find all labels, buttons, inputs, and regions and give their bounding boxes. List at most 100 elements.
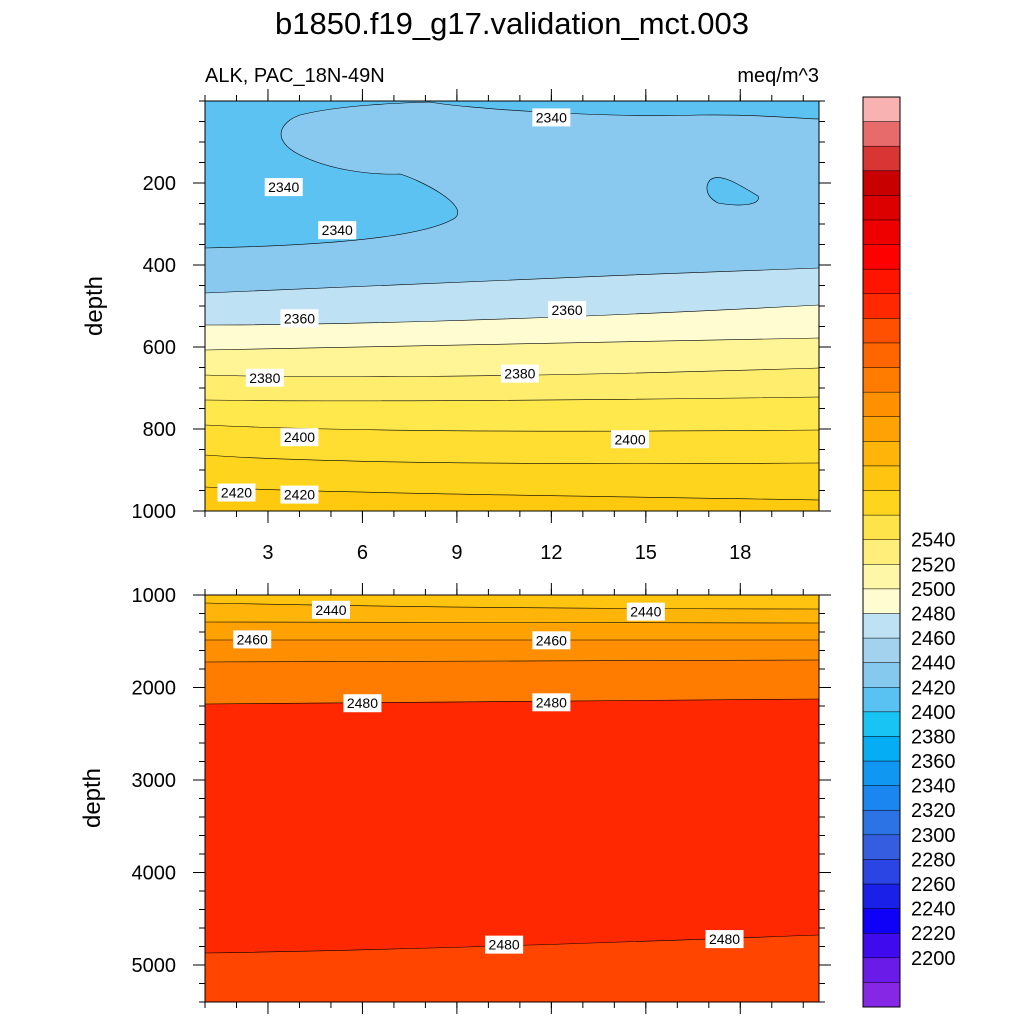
- colorbar-swatch: [862, 736, 901, 762]
- lower-contour-labels: 2440 2440 2460 2460 2480 2480 2480 2480: [233, 600, 744, 954]
- colorbar-swatch: [862, 760, 901, 787]
- x-tick-label: 12: [540, 542, 562, 564]
- contour-label-text: 2420: [284, 487, 315, 503]
- units-label: meq/m^3: [737, 65, 819, 87]
- colorbar-swatch: [862, 711, 901, 737]
- y-tick-label: 1000: [132, 585, 177, 607]
- colorbar-swatch: [862, 342, 901, 368]
- colorbar-swatch: [862, 121, 901, 147]
- chart-title: b1850.f19_g17.validation_mct.003: [275, 6, 749, 41]
- colorbar-label: 2240: [911, 899, 956, 921]
- colorbar-label: 2340: [911, 776, 956, 798]
- fill-band-2340-2360: [205, 935, 819, 1002]
- colorbar-swatch: [862, 613, 901, 639]
- y-tick-label: 200: [143, 173, 176, 195]
- contour-label: 2460: [233, 630, 272, 649]
- colorbar-swatch: [862, 982, 901, 1008]
- colorbar-swatch: [862, 588, 901, 614]
- contour-label: 2340: [532, 108, 571, 127]
- lower-y-axis-label: depth: [79, 768, 106, 828]
- contour-label-text: 2480: [489, 937, 520, 953]
- colorbar-swatch: [862, 96, 901, 123]
- colorbar-swatch: [862, 564, 901, 590]
- fill-band-2200-2220: [205, 102, 819, 293]
- colorbar-swatch: [862, 490, 901, 516]
- contour-label: 2420: [280, 485, 319, 504]
- contour-label-text: 2420: [221, 485, 252, 501]
- colorbar-swatch: [862, 145, 901, 172]
- colorbar-swatch: [862, 957, 901, 983]
- upper-y-axis: 200 400 600 800 1000: [132, 100, 831, 523]
- contour-label: 2440: [626, 602, 665, 621]
- colorbar-swatch: [862, 687, 901, 713]
- contour-label: 2480: [485, 935, 524, 954]
- contour-label: 2360: [280, 309, 319, 328]
- contour-label: 2340: [318, 221, 357, 240]
- contour-label: 2480: [705, 930, 744, 949]
- colorbar-swatch: [862, 908, 901, 934]
- contour-line: [205, 396, 819, 402]
- contour-label-text: 2480: [347, 695, 378, 711]
- contour-label-text: 2340: [536, 109, 567, 125]
- y-tick-label: 4000: [132, 863, 177, 885]
- colorbar-swatch: [862, 637, 901, 664]
- y-tick-label: 400: [143, 255, 176, 277]
- colorbar-swatch: [862, 219, 901, 246]
- colorbar-label: 2460: [911, 628, 956, 650]
- x-axis: 3 6 9 12 15 18: [204, 89, 804, 564]
- x-tick-label: 9: [451, 542, 462, 564]
- contour-label: 2360: [548, 301, 587, 320]
- contour-line: [205, 337, 819, 351]
- contour-label-text: 2340: [268, 179, 299, 195]
- colorbar-swatch: [862, 539, 901, 565]
- colorbar-label: 2220: [911, 923, 956, 945]
- colorbar-swatch: [862, 809, 901, 836]
- colorbar-frame: [862, 96, 901, 1008]
- fill-band-2360-2380: [205, 699, 819, 953]
- x-tick-label: 15: [635, 542, 657, 564]
- y-tick-label: 3000: [132, 770, 177, 792]
- colorbar-swatch: [862, 883, 901, 910]
- y-tick-label: 800: [143, 419, 176, 441]
- contour-line: [205, 267, 819, 294]
- upper-contour-lines: [205, 101, 819, 501]
- colorbar-swatch: [862, 465, 901, 491]
- colorbar-label: 2400: [911, 702, 956, 724]
- contour-label-text: 2380: [504, 366, 535, 382]
- colorbar-swatch: [862, 932, 901, 959]
- contour-label: 2480: [532, 693, 571, 712]
- contour-label-text: 2460: [536, 632, 567, 648]
- colorbar-label: 2540: [911, 530, 956, 552]
- contour-label: 2400: [280, 428, 319, 447]
- contour-label-text: 2360: [552, 302, 583, 318]
- contour-label: 2380: [245, 368, 284, 387]
- colorbar-swatch: [862, 834, 901, 860]
- colorbar-swatch: [862, 859, 901, 885]
- contour-label-text: 2380: [249, 370, 280, 386]
- contour-label-text: 2340: [322, 222, 353, 238]
- colorbar-swatch: [862, 318, 901, 344]
- colorbar-swatch: [862, 391, 901, 418]
- upper-contour-labels: 2340 2340 2340 2360 2360 2380 2380 2400 2400 2420…: [217, 108, 650, 504]
- colorbar-label: 2360: [911, 751, 956, 773]
- x-tick-label: 18: [729, 542, 751, 564]
- contour-label-text: 2400: [614, 431, 645, 447]
- lower-x-ticks: [204, 583, 804, 1014]
- fill-band-2180-2200: [706, 177, 759, 205]
- colorbar-swatch: [862, 514, 901, 541]
- contour-line: [205, 602, 819, 610]
- colorbar-swatch: [862, 785, 901, 811]
- contour-label: 2460: [532, 631, 571, 650]
- contour-line: [706, 177, 759, 206]
- colorbar-swatch: [862, 244, 901, 270]
- colorbar-label: 2500: [911, 579, 956, 601]
- contour-line: [205, 454, 819, 464]
- colorbar-swatch: [862, 268, 901, 295]
- colorbar-swatch: [862, 170, 901, 196]
- colorbar-label: 2480: [911, 603, 956, 625]
- lower-panel: 2440 2440 2460 2460 2480 2480 2480 2480 1000 200…: [79, 583, 831, 1014]
- contour-label-text: 2480: [709, 931, 740, 947]
- contour-label-text: 2440: [315, 602, 346, 618]
- upper-fills: [205, 101, 819, 511]
- contour-label-text: 2360: [284, 310, 315, 326]
